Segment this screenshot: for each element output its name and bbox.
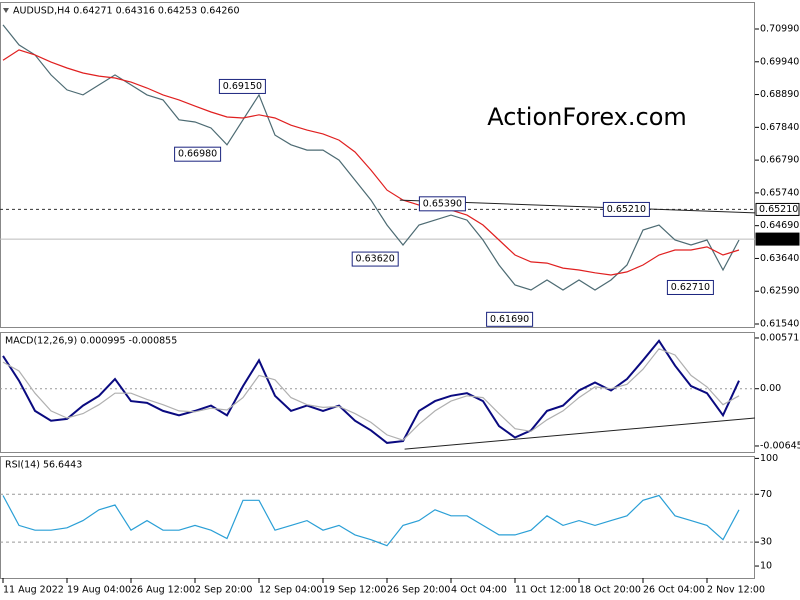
x-tick-label: 12 Sep 04:00 <box>259 585 322 596</box>
annotation-box <box>486 311 534 327</box>
series-line <box>2 49 740 276</box>
annotation-label: 0.63620 <box>356 254 395 265</box>
annotation-box <box>666 279 714 295</box>
y-tick-label: 0.69940 <box>760 56 799 67</box>
y-tick-label: -0.006451 <box>760 440 800 451</box>
price-label-box <box>755 232 800 246</box>
y-tick-label: 10 <box>760 561 772 572</box>
y-tick-label: 0.67840 <box>760 122 799 133</box>
y-tick-label: 100 <box>760 453 778 464</box>
series-line <box>2 24 740 291</box>
y-tick-label: 0.65740 <box>760 187 799 198</box>
annotation-label: 0.65210 <box>607 204 646 215</box>
annotation-box <box>602 201 650 217</box>
y-tick-label: 30 <box>760 537 772 548</box>
annotation-label: 0.61690 <box>490 314 529 325</box>
x-tick-label: 11 Aug 2022 <box>3 585 64 596</box>
annotation-label: 0.62710 <box>671 282 710 293</box>
y-tick-label: 0.63640 <box>760 253 799 264</box>
series-line <box>2 348 740 441</box>
x-tick-label: 18 Oct 20:00 <box>579 585 641 596</box>
series-line <box>2 494 740 547</box>
x-tick-label: 2 Sep 20:00 <box>195 585 252 596</box>
y-tick-label: 0.68890 <box>760 89 799 100</box>
panel-frame <box>0 2 755 328</box>
y-tick-label: 0.62590 <box>760 286 799 297</box>
y-tick-label: 0.61540 <box>760 319 799 330</box>
panel-title: AUDUSD,H4 0.64271 0.64316 0.64253 0.6426… <box>13 6 240 17</box>
annotation-box <box>418 196 466 212</box>
annotation-box <box>218 78 266 94</box>
y-tick-label: 0.00 <box>760 383 781 394</box>
annotation-box <box>351 251 399 267</box>
price-label-box <box>755 202 800 216</box>
x-tick-label: 11 Oct 12:00 <box>515 585 577 596</box>
panel-title: MACD(12,26,9) 0.000995 -0.000855 <box>5 336 177 347</box>
y-tick-label: 0.005717 <box>760 332 800 343</box>
x-tick-label: 2 Nov 12:00 <box>707 585 765 596</box>
x-tick-label: 19 Sep 12:00 <box>323 585 386 596</box>
panel-title: RSI(14) 56.6443 <box>5 460 82 471</box>
trend-line <box>404 417 756 450</box>
price-label: 0.64260 <box>759 234 798 245</box>
y-tick-label: 0.70990 <box>760 24 799 35</box>
x-tick-label: 4 Oct 04:00 <box>451 585 507 596</box>
annotation-label: 0.65390 <box>423 198 462 209</box>
watermark: ActionForex.com <box>487 103 687 131</box>
y-tick-label: 0.66790 <box>760 155 799 166</box>
title-icon <box>3 8 9 13</box>
x-tick-label: 19 Aug 04:00 <box>67 585 131 596</box>
price-label: 0.65210 <box>759 204 798 215</box>
x-tick-label: 26 Aug 12:00 <box>131 585 195 596</box>
panel-frame <box>0 332 755 453</box>
x-tick-label: 26 Oct 04:00 <box>643 585 705 596</box>
x-tick-label: 26 Sep 20:00 <box>387 585 450 596</box>
y-tick-label: 0.64690 <box>760 220 799 231</box>
annotation-box <box>174 146 222 162</box>
annotation-label: 0.66980 <box>178 149 217 160</box>
y-tick-label: 70 <box>760 489 772 500</box>
annotation-label: 0.69150 <box>223 81 262 92</box>
